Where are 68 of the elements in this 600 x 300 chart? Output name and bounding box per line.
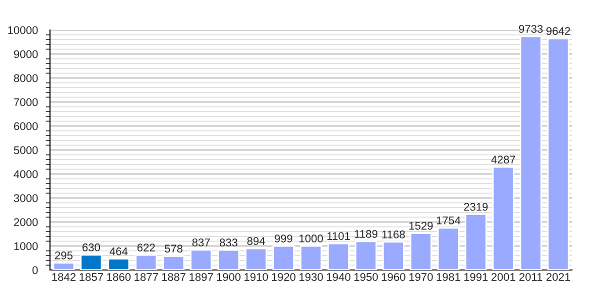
y-tick-label: 3000 [14,194,38,202]
bar [464,214,487,270]
bar [327,242,350,270]
data-label: 578 [164,244,182,253]
bar [520,36,542,270]
y-tick-label: 9000 [14,50,38,58]
x-tick-label: 1900 [217,273,241,281]
x-tick-label: 1981 [436,273,460,281]
data-label: 2319 [464,202,488,211]
bar [382,241,404,270]
data-label: 4287 [491,156,516,164]
bar [52,262,75,270]
x-tick-label: 1910 [244,273,268,281]
data-label: 464 [110,247,128,256]
x-tick-label: 1920 [272,273,296,281]
x-tick-label: 1897 [190,273,213,281]
x-tick-label: 2001 [492,273,516,281]
x-tick-label: 1860 [107,273,131,281]
bar [218,249,240,270]
bar [190,249,212,270]
bar [300,245,322,270]
y-tick-label: 5000 [14,146,38,154]
bar [162,255,185,270]
x-tick-label: 2021 [546,273,570,281]
bar [245,248,268,270]
data-label: 1101 [327,232,350,240]
data-label: 9642 [546,27,570,36]
x-tick-label: 1877 [134,273,158,281]
x-tick-label: 1857 [80,273,104,281]
data-label: 295 [55,251,73,260]
bar [354,240,377,270]
bar [437,227,460,270]
x-tick-label: 1950 [354,273,378,281]
data-label: 894 [247,237,265,245]
bar [547,38,570,270]
y-tick-label: 1000 [14,242,38,250]
bar [410,232,432,270]
data-label: 1168 [382,230,405,238]
x-tick-label: 1930 [299,273,323,281]
y-tick-label: 6000 [14,122,38,130]
bar [108,258,130,270]
data-label: 837 [192,238,210,246]
y-tick-label: 4000 [14,170,38,178]
y-tick-label: 7000 [14,98,38,106]
bar [492,166,514,270]
data-label: 1189 [354,230,378,238]
bar [80,254,102,270]
data-label: 9733 [518,24,543,33]
x-tick-label: 1960 [382,273,406,281]
x-tick-label: 1887 [162,273,186,281]
x-tick-label: 2011 [519,273,542,281]
data-label: 833 [220,238,238,246]
y-tick-label: 10000 [8,26,38,34]
data-label: 1000 [299,234,323,242]
x-tick-label: 1842 [52,273,76,281]
bar [272,245,295,270]
y-tick-label: 8000 [14,74,38,82]
bar [135,254,158,270]
data-label: 1529 [409,222,433,230]
y-tick-label: 0 [32,266,38,274]
x-tick-label: 1970 [409,273,433,281]
data-label: 999 [274,234,292,242]
x-tick-label: 1991 [464,273,488,281]
x-tick-label: 1940 [326,273,350,281]
data-label: 622 [137,244,155,252]
data-label: 1754 [436,216,460,224]
y-tick-label: 2000 [14,218,38,226]
data-label: 630 [82,243,100,252]
